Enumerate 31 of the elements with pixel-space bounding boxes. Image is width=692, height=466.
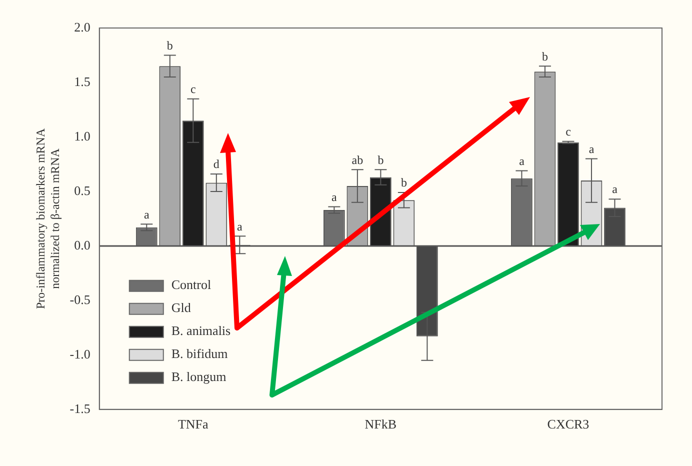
data-label: c: [190, 82, 196, 96]
legend-label: Control: [171, 276, 212, 292]
data-label: a: [332, 190, 338, 204]
data-label: c: [566, 124, 571, 138]
legend-label: B. bifidum: [171, 346, 228, 361]
y-tick-label: 0.5: [74, 182, 90, 198]
data-label: a: [519, 154, 526, 168]
x-tick-label: TNFa: [178, 416, 209, 432]
legend-label: Gld: [171, 300, 192, 315]
data-label: b: [542, 49, 548, 64]
y-tick-label: 0.0: [74, 237, 90, 252]
data-label: d: [213, 157, 220, 172]
legend-label: B. longum: [171, 368, 226, 384]
data-label: a: [144, 207, 150, 222]
data-label: a: [236, 219, 243, 234]
data-label: b: [400, 176, 407, 190]
data-label: ab: [352, 152, 364, 167]
data-label: a: [612, 182, 618, 196]
y-tick-label: 1.5: [74, 74, 90, 89]
x-tick-label: CXCR3: [547, 416, 590, 432]
y-axis-title: Pro-inflammatory biomarkers mRNA normalized to β-actin mRNA: [33, 128, 62, 310]
y-tick-label: 2.0: [74, 19, 90, 34]
x-tick-label: NFkB: [364, 416, 397, 432]
data-label: a: [588, 142, 595, 156]
y-tick-label: 1.0: [74, 128, 90, 144]
data-label: b: [378, 152, 384, 167]
y-tick-label: -1.0: [70, 346, 90, 362]
y-tick-label: -0.5: [70, 292, 90, 307]
legend-label: B. animalis: [171, 322, 231, 338]
data-label: b: [166, 38, 173, 52]
y-tick-label: -1.5: [70, 400, 90, 416]
